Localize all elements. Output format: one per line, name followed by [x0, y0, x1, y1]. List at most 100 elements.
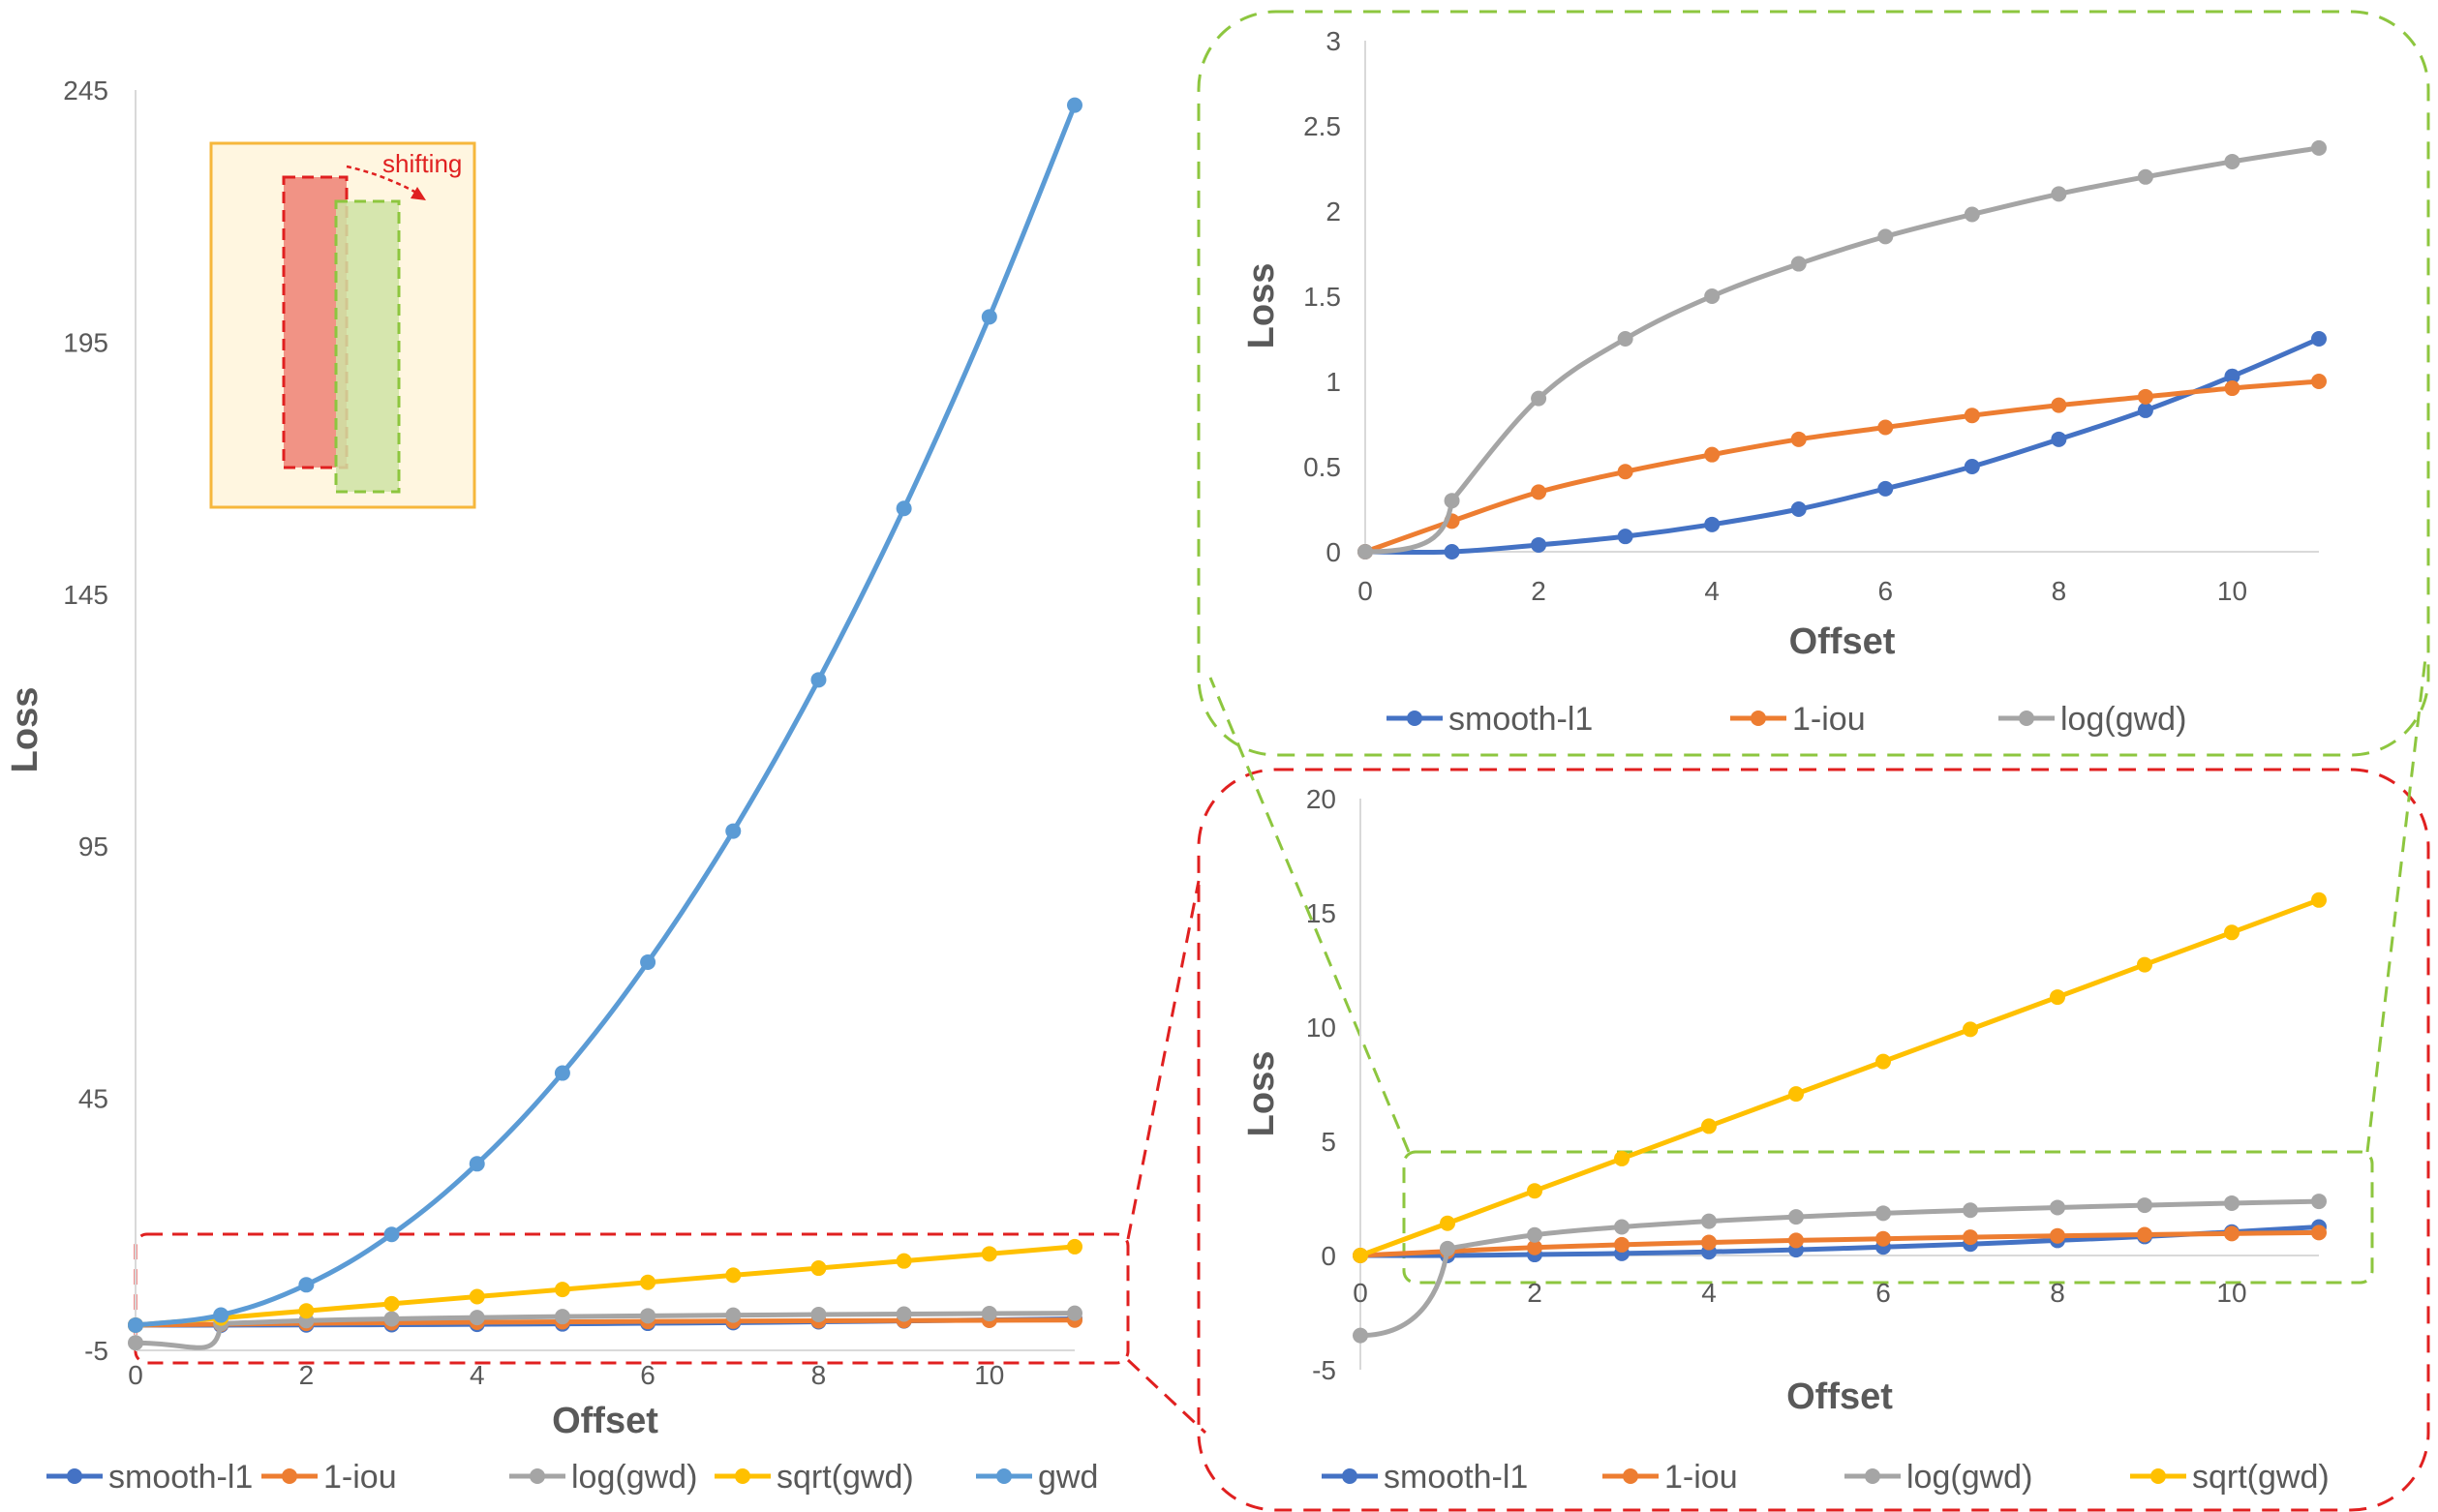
legend-marker-log_gwd [530, 1468, 545, 1484]
legend-label-smooth_l1: smooth-l1 [1448, 701, 1593, 738]
legend-marker-iou [282, 1468, 297, 1484]
series-line-smooth_l1 [1364, 336, 2320, 556]
y-tick-label: 2.5 [1303, 111, 1341, 141]
data-point-log_gwd [2051, 186, 2067, 202]
legend-label-sqrt_gwd: sqrt(gwd) [2192, 1459, 2330, 1496]
data-point-smooth_l1 [1877, 480, 1894, 497]
data-point-smooth_l1 [2311, 331, 2327, 347]
legend-marker-log_gwd [1865, 1468, 1880, 1484]
data-point-smooth_l1 [1617, 529, 1633, 545]
legend-label-gwd: gwd [1038, 1459, 1098, 1496]
shifting-inset: shifting [209, 141, 476, 509]
x-tick-label: 8 [811, 1360, 827, 1390]
zoom-top-chart: 0 0.5 1 1.5 2 2.5 3 0 2 4 6 8 10 Offset Loss smooth-l1 1… [1241, 26, 2327, 738]
y-axis-title: Loss [5, 687, 46, 773]
red-connector-bottom [1126, 1358, 1207, 1435]
data-point-sqrt_gwd [640, 1274, 656, 1290]
x-axis-title: Offset [1786, 1376, 1893, 1417]
series-line-iou [135, 1317, 1076, 1328]
data-point-log_gwd [1788, 1209, 1804, 1225]
data-point-log_gwd [810, 1307, 827, 1323]
data-point-gwd [896, 500, 912, 517]
data-point-iou [1877, 419, 1894, 436]
data-point-sqrt_gwd [1353, 1248, 1368, 1263]
x-tick-label: 0 [1357, 576, 1373, 606]
series-line-sqrt_gwd [1359, 897, 2320, 1258]
series-line-gwd [135, 104, 1078, 1328]
x-tick-label: 2 [299, 1360, 315, 1390]
data-point-iou [2311, 1225, 2327, 1241]
data-point-gwd [213, 1307, 229, 1323]
data-point-log_gwd [1527, 1226, 1542, 1243]
data-point-gwd [1067, 97, 1082, 113]
data-point-sqrt_gwd [2137, 956, 2152, 973]
data-point-gwd [128, 1316, 143, 1333]
y-tick-label: 15 [1306, 898, 1336, 928]
data-point-log_gwd [1704, 288, 1721, 304]
data-point-iou [1790, 431, 1807, 447]
y-tick-label: 195 [63, 327, 108, 357]
data-point-sqrt_gwd [1440, 1215, 1455, 1231]
zoom-frames [134, 10, 2430, 1512]
data-point-sqrt_gwd [298, 1303, 315, 1319]
data-point-smooth_l1 [1964, 459, 1980, 474]
data-point-sqrt_gwd [2311, 892, 2327, 908]
x-tick-label: 2 [1531, 576, 1546, 606]
data-point-sqrt_gwd [1067, 1238, 1082, 1255]
y-tick-label: 2 [1326, 197, 1341, 227]
data-point-sqrt_gwd [383, 1295, 400, 1312]
series-line-sqrt_gwd [135, 1244, 1076, 1328]
y-tick-label: 3 [1326, 26, 1341, 56]
data-point-log_gwd [1357, 544, 1373, 559]
data-point-log_gwd [554, 1309, 570, 1325]
zoom-top-frame [1197, 10, 2430, 757]
legend-label-sqrt_gwd: sqrt(gwd) [777, 1459, 914, 1496]
data-point-sqrt_gwd [896, 1253, 912, 1269]
data-point-gwd [640, 953, 656, 970]
legend-label-iou: 1-iou [1792, 701, 1866, 738]
data-point-gwd [298, 1277, 315, 1293]
legend-marker-smooth_l1 [67, 1468, 82, 1484]
x-tick-label: 10 [974, 1360, 1004, 1390]
zoom-bottom-chart: -5 0 5 10 15 20 0 2 4 6 8 10 Offset Loss smooth-l1 1-io… [1241, 784, 2330, 1496]
data-point-sqrt_gwd [1614, 1150, 1630, 1166]
y-tick-label: 95 [78, 832, 108, 862]
data-point-gwd [469, 1156, 485, 1172]
red-connector-top [1126, 880, 1201, 1240]
data-point-iou [1701, 1234, 1717, 1251]
data-point-iou [1614, 1236, 1630, 1253]
data-point-smooth_l1 [1444, 544, 1460, 559]
data-point-log_gwd [1963, 1202, 1978, 1219]
data-point-gwd [554, 1065, 570, 1081]
data-point-log_gwd [1444, 493, 1460, 509]
data-point-sqrt_gwd [2224, 924, 2240, 941]
y-tick-label: 0.5 [1303, 452, 1341, 482]
data-point-sqrt_gwd [725, 1267, 742, 1284]
data-point-iou [1964, 408, 1980, 424]
series-line-iou [1359, 1229, 2320, 1258]
data-point-iou [2137, 388, 2153, 405]
data-point-gwd [383, 1226, 400, 1243]
x-tick-label: 8 [2052, 576, 2067, 606]
y-tick-label: 45 [78, 1084, 108, 1114]
data-point-iou [1875, 1230, 1891, 1247]
series-line-iou [1364, 378, 2320, 555]
shift-arrow [346, 165, 419, 196]
legend-marker-iou [1751, 711, 1766, 726]
data-point-log_gwd [1353, 1327, 1368, 1344]
x-tick-label: 4 [1704, 576, 1720, 606]
data-point-log_gwd [1531, 390, 1547, 407]
legend-label-iou: 1-iou [1664, 1459, 1738, 1496]
data-point-sqrt_gwd [2050, 989, 2065, 1006]
x-tick-label: 6 [1877, 576, 1893, 606]
data-point-log_gwd [1440, 1240, 1455, 1256]
y-tick-label: 20 [1306, 784, 1336, 814]
data-point-log_gwd [2224, 1194, 2240, 1211]
data-point-log_gwd [469, 1310, 485, 1326]
legend-label-smooth_l1: smooth-l1 [1384, 1459, 1528, 1496]
legend-label-log_gwd: log(gwd) [571, 1459, 697, 1496]
x-tick-label: 10 [2216, 1278, 2246, 1308]
y-tick-label: 1.5 [1303, 282, 1341, 312]
legend-marker-smooth_l1 [1342, 1468, 1357, 1484]
data-point-log_gwd [2311, 139, 2327, 156]
